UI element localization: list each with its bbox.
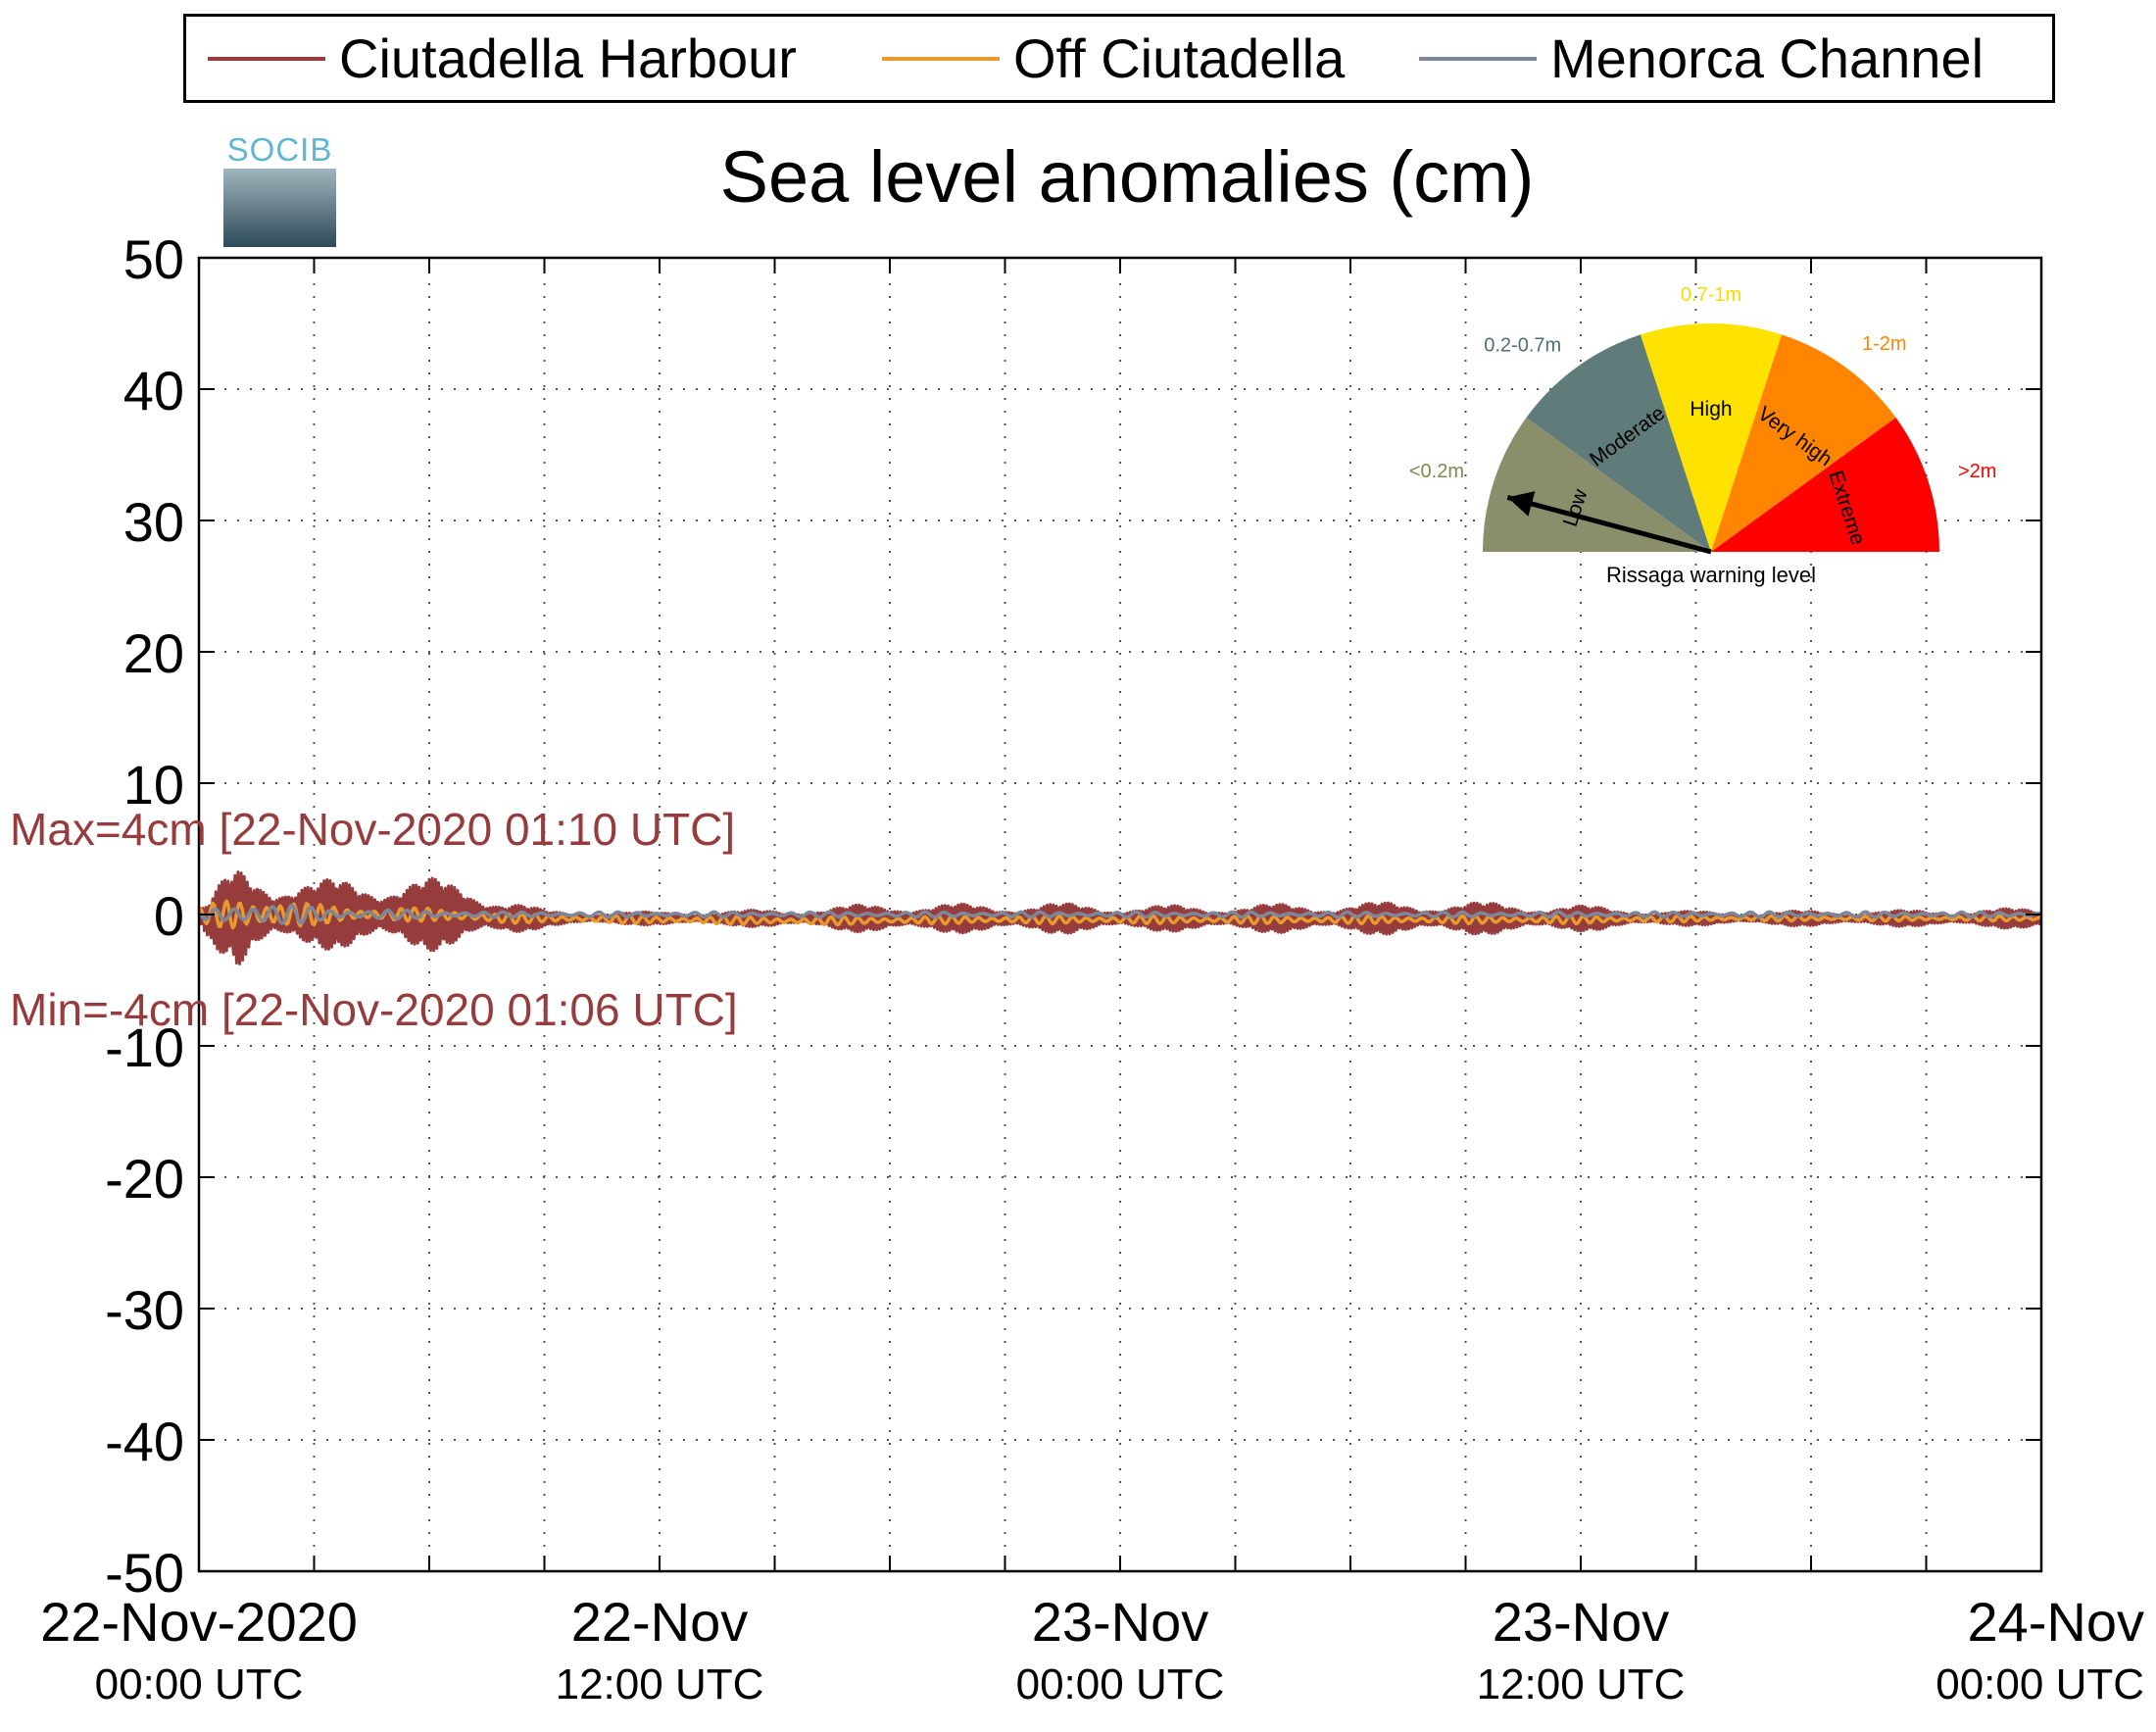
legend-item-off-ciutadella: Off Ciutadella: [882, 17, 1345, 100]
series-line-off-ciutadella: [198, 899, 2042, 930]
gauge-needle: [1506, 494, 1712, 555]
y-tick-label: -50: [105, 1542, 184, 1604]
y-tick-label: 30: [123, 491, 184, 553]
gauge-range-label: 0.7-1m: [1681, 284, 1741, 306]
legend-swatch: [208, 56, 325, 61]
x-tick-label-time: 00:00 UTC: [95, 1660, 304, 1708]
gauge-segment-very-high: [1711, 334, 1896, 552]
y-tick-label: 10: [123, 754, 184, 816]
gauge-range-label: 1-2m: [1862, 333, 1907, 355]
series-line-menorca-channel: [197, 904, 2042, 925]
annotations: Max=4cm [22-Nov-2020 01:10 UTC] Min=-4cm …: [10, 804, 738, 1035]
x-tick-label-date: 24-Nov: [1967, 1591, 2144, 1653]
y-tick-label: 50: [123, 228, 184, 290]
x-tick-label-date: 22-Nov-2020: [40, 1591, 358, 1653]
x-tick-label-date: 23-Nov: [1032, 1591, 1209, 1653]
legend-item-menorca-channel: Menorca Channel: [1419, 17, 1984, 100]
gauge-segment-extreme: [1711, 418, 1940, 552]
gauge-range-label: >2m: [1958, 461, 1996, 482]
gauge-segment-label: High: [1690, 398, 1732, 421]
gauge-range-label: 0.2-0.7m: [1484, 335, 1561, 357]
x-tick-label-time: 12:00 UTC: [556, 1660, 764, 1708]
x-tick-label-date: 22-Nov: [571, 1591, 749, 1653]
socib-logo: SOCIB: [221, 131, 338, 248]
legend-label: Ciutadella Harbour: [339, 27, 797, 89]
y-tick-label: -10: [105, 1016, 184, 1078]
gauge-segment-moderate: [1526, 334, 1711, 552]
gauge-caption: Rissaga warning level: [1606, 563, 1816, 587]
x-tick-label-time: 00:00 UTC: [1936, 1660, 2144, 1708]
logo-text: SOCIB: [226, 131, 333, 168]
legend-swatch: [882, 56, 1000, 61]
series-group: [197, 870, 2043, 965]
annotation-max: Max=4cm [22-Nov-2020 01:10 UTC]: [10, 804, 735, 855]
legend-label: Off Ciutadella: [1013, 27, 1346, 89]
legend-item-ciutadella-harbour: Ciutadella Harbour: [208, 17, 797, 100]
logo-emblem: [223, 169, 336, 247]
legend-label: Menorca Channel: [1550, 27, 1984, 89]
gauge-range-label: <0.2m: [1409, 461, 1464, 482]
x-tick-label-time: 12:00 UTC: [1477, 1660, 1686, 1708]
x-tick-label-time: 00:00 UTC: [1016, 1660, 1225, 1708]
y-tick-label: -20: [105, 1148, 184, 1210]
chart-title: Sea level anomalies (cm): [719, 136, 1535, 218]
y-tick-label: 40: [123, 360, 184, 421]
gauge-segment-high: [1641, 322, 1782, 552]
legend-swatch: [1419, 56, 1537, 61]
gauge-segment-low: [1483, 418, 1711, 552]
y-tick-label: 0: [154, 885, 184, 947]
y-tick-label: -40: [105, 1410, 184, 1472]
x-tick-label-date: 23-Nov: [1493, 1591, 1670, 1653]
gauge-needle-head: [1507, 491, 1536, 517]
y-tick-label: 20: [123, 622, 184, 684]
legend: Ciutadella Harbour Off Ciutadella Menorc…: [183, 14, 2055, 103]
y-tick-label: -30: [105, 1279, 184, 1341]
annotation-min: Min=-4cm [22-Nov-2020 01:06 UTC]: [10, 984, 738, 1035]
